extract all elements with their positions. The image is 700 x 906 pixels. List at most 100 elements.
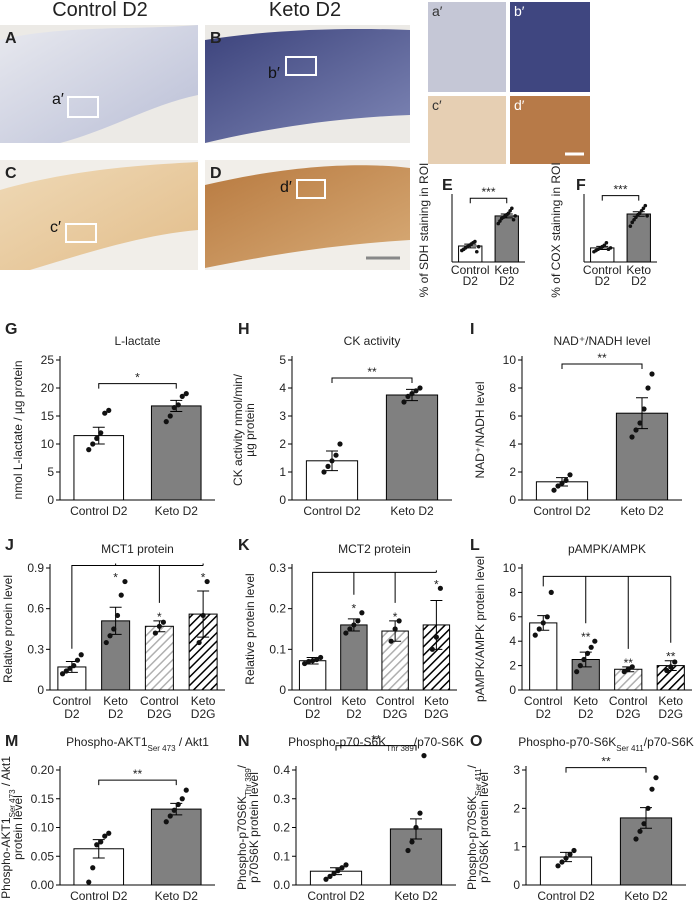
x-tick-label: D2: [463, 274, 479, 288]
y-tick-label: 4: [279, 381, 286, 395]
x-tick-label: D2G: [658, 707, 683, 721]
data-point: [621, 669, 627, 675]
data-point: [637, 420, 643, 426]
data-point: [637, 828, 643, 834]
data-point: [331, 870, 337, 877]
y-tick-label: 0: [37, 683, 44, 697]
data-point: [103, 639, 109, 646]
data-point: [102, 833, 108, 839]
chart-title-part: CK activity: [344, 334, 401, 348]
significance: **: [367, 365, 377, 379]
significance-bracket: [98, 383, 177, 389]
data-point: [608, 246, 613, 250]
x-tick-label: Control D2: [307, 889, 365, 903]
x-tick-label: D2G: [147, 707, 172, 721]
significance-bracket: [98, 779, 177, 786]
y-axis-label-part: µg protein: [243, 403, 257, 457]
data-point: [551, 487, 557, 493]
data-point: [102, 410, 108, 416]
data-point: [401, 399, 407, 405]
data-point: [392, 626, 398, 632]
panel-letter: K: [238, 537, 250, 554]
data-point: [396, 618, 402, 624]
data-point: [409, 839, 415, 845]
data-point: [74, 657, 81, 663]
y-axis-label: Phospho-p70S6KSer 411/: [465, 764, 483, 890]
column-header: Control D2: [52, 0, 148, 21]
significance: **: [601, 755, 611, 769]
x-tick-label: Control D2: [537, 889, 595, 903]
data-point: [633, 836, 639, 842]
y-tick-label: 0.4: [273, 763, 290, 777]
zoom-label: a′: [432, 3, 443, 19]
x-tick-label: D2: [64, 707, 80, 721]
significance: **: [624, 656, 634, 670]
panel-letter: M: [5, 733, 18, 750]
significance: *: [352, 602, 357, 616]
data-point: [106, 407, 112, 413]
data-point: [540, 620, 546, 626]
data-point: [629, 434, 635, 440]
y-tick-label: 10: [503, 561, 517, 575]
data-point: [532, 632, 538, 638]
data-point: [567, 472, 573, 478]
y-tick-label: 0.3: [27, 642, 44, 656]
data-point: [335, 868, 341, 874]
data-point: [167, 413, 173, 419]
data-point: [347, 626, 353, 632]
y-tick-label: 1: [513, 840, 520, 854]
significance: *: [135, 371, 140, 385]
data-point: [577, 663, 583, 669]
data-point: [163, 419, 169, 425]
y-axis-label-part: p70S6K protein level: [477, 772, 491, 883]
panel-letter: D: [210, 165, 222, 182]
y-tick-label: 3: [279, 409, 286, 423]
y-tick-label: 0.10: [31, 821, 55, 835]
significance: **: [666, 650, 676, 664]
significance-bracket: [335, 745, 417, 751]
data-point: [632, 217, 636, 222]
x-tick-label: Control: [140, 694, 179, 708]
significance: *: [393, 610, 398, 624]
data-point: [94, 435, 100, 441]
bar: [73, 435, 125, 501]
chart-title: L-lactate: [114, 334, 160, 348]
data-point: [630, 220, 635, 225]
data-point: [641, 821, 647, 827]
bar: [150, 405, 202, 501]
data-point: [536, 626, 542, 632]
x-tick-label: Keto D2: [390, 504, 434, 518]
y-axis-label-part: /: [465, 764, 479, 768]
data-point: [114, 612, 121, 619]
image-panel: D d′: [205, 160, 410, 270]
x-tick-label: Control D2: [303, 504, 361, 518]
data-point: [152, 630, 158, 636]
chart-title-part: pAMPK/AMPK: [568, 542, 646, 556]
data-point: [321, 469, 327, 475]
data-point: [664, 667, 670, 674]
x-tick-label: Control: [293, 694, 332, 708]
chart-title-part: Ser 411: [616, 744, 644, 753]
data-point: [645, 805, 651, 811]
x-tick-label: D2: [499, 274, 515, 288]
data-point: [633, 427, 639, 433]
data-point: [314, 656, 320, 663]
data-point: [649, 371, 655, 377]
y-tick-label: 0.20: [31, 763, 55, 777]
chart-title-part: MCT2 protein: [338, 542, 411, 556]
significance-bracket: [561, 363, 643, 369]
data-point: [437, 585, 443, 591]
chart-title: pAMPK/AMPK: [568, 542, 646, 556]
significance: ***: [481, 185, 495, 199]
x-tick-label: D2: [108, 707, 124, 721]
data-point: [388, 638, 394, 644]
significance: **: [371, 733, 381, 747]
data-point: [548, 589, 554, 596]
bar: [144, 625, 174, 691]
y-tick-label: 0.15: [31, 792, 55, 806]
y-axis-label-part: Phospho-p70S6K: [235, 796, 249, 890]
data-point: [90, 865, 96, 871]
y-tick-label: 25: [41, 353, 55, 367]
panel-letter: G: [5, 321, 17, 338]
